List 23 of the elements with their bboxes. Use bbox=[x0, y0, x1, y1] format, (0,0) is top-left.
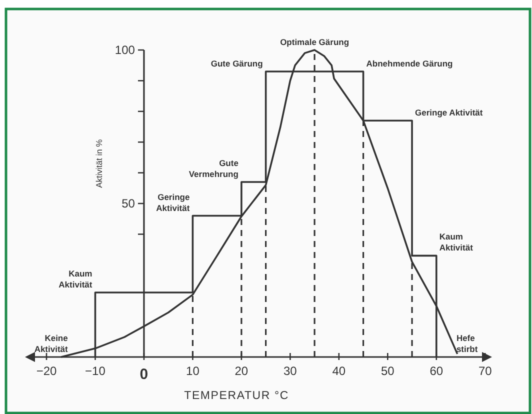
x-tick-label: 20 bbox=[234, 364, 248, 378]
annotation: Gute Vermehrung bbox=[188, 158, 239, 180]
annotation: Geringe Aktivität bbox=[415, 108, 483, 118]
annotation: Geringe Aktivität bbox=[156, 192, 190, 213]
x-tick-label: 40 bbox=[332, 364, 346, 378]
annotation: Gute Gärung bbox=[210, 58, 263, 68]
x-tick-label: −10 bbox=[85, 364, 106, 378]
annotation: Kaum Aktivität bbox=[439, 232, 474, 253]
x-tick-label: 10 bbox=[186, 364, 200, 378]
annotation: Hefe stirbt bbox=[456, 333, 478, 354]
x-tick-label: 0 bbox=[140, 366, 148, 383]
annotation: Abnehmende Gärung bbox=[366, 58, 453, 68]
x-tick-label: 50 bbox=[380, 364, 395, 378]
annotation: Kaum Aktivität bbox=[58, 268, 93, 290]
x-tick-label: 60 bbox=[430, 364, 444, 378]
x-axis-title: TEMPERATUR °C bbox=[184, 390, 290, 402]
x-tick-label: 30 bbox=[284, 364, 298, 378]
x-tick-label: 70 bbox=[478, 364, 492, 378]
x-tick-label: −20 bbox=[36, 364, 57, 378]
y-tick-label: 100 bbox=[114, 43, 136, 57]
y-axis-title: Aktivität in % bbox=[94, 138, 104, 188]
annotation: Optimale Gärung bbox=[280, 37, 350, 47]
annotation: Keine Aktivität bbox=[34, 333, 68, 354]
